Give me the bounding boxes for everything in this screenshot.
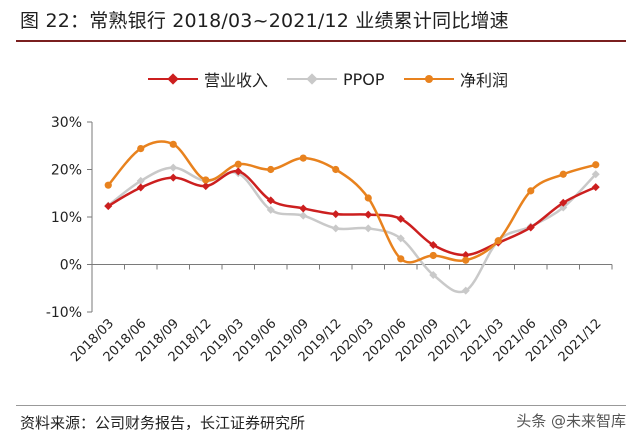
data-point-revenue	[461, 251, 470, 259]
data-point-ppop	[299, 211, 308, 220]
data-point-ppop	[266, 205, 275, 214]
legend-label-ppop: PPOP	[343, 69, 385, 89]
data-point-net-profit	[234, 160, 242, 168]
data-point-revenue	[169, 173, 178, 182]
data-point-net-profit	[397, 255, 405, 263]
series-line-ppop	[107, 166, 598, 294]
legend-item-net-profit: 净利润	[404, 64, 508, 94]
data-point-ppop	[136, 176, 145, 185]
data-point-revenue	[299, 204, 308, 213]
footer-rule	[16, 405, 626, 406]
data-point-net-profit	[299, 154, 307, 162]
legend-swatch-revenue	[148, 72, 198, 86]
data-point-net-profit	[559, 170, 567, 178]
data-point-net-profit	[462, 256, 470, 264]
data-point-revenue	[331, 210, 340, 219]
legend-swatch-net-profit	[404, 72, 454, 86]
y-tick-label: 0%	[60, 258, 82, 274]
data-point-revenue	[364, 210, 373, 219]
data-point-ppop	[396, 234, 405, 243]
data-point-net-profit	[137, 145, 145, 153]
figure-title: 图 22：常熟银行 2018/03~2021/12 业绩累计同比增速	[20, 10, 509, 32]
data-point-ppop	[429, 270, 438, 279]
chart-legend: 营业收入 PPOP 净利润	[0, 64, 640, 94]
data-point-revenue	[559, 198, 568, 207]
legend-label-revenue: 营业收入	[204, 71, 269, 90]
data-point-net-profit	[429, 251, 437, 260]
legend-item-revenue: 营业收入	[148, 64, 268, 94]
y-tick-label: 10%	[51, 210, 82, 226]
data-point-revenue	[429, 241, 438, 250]
legend-label-net-profit: 净利润	[460, 71, 509, 90]
y-tick-label: 30%	[51, 115, 82, 131]
y-tick-label: -10%	[46, 305, 82, 321]
data-point-net-profit	[364, 194, 372, 202]
data-point-revenue	[396, 214, 405, 223]
data-point-revenue	[526, 223, 535, 232]
data-point-revenue	[234, 167, 243, 176]
series-line-revenue	[107, 170, 598, 257]
data-point-revenue	[136, 183, 145, 192]
data-point-net-profit	[527, 187, 535, 195]
data-point-revenue	[591, 183, 600, 192]
data-point-ppop	[591, 170, 600, 179]
y-tick-label: 20%	[51, 163, 82, 179]
data-point-net-profit	[267, 165, 275, 174]
data-point-net-profit	[332, 165, 340, 174]
data-point-ppop	[461, 286, 470, 295]
source-note: 资料来源：公司财务报告，长江证券研究所	[20, 414, 306, 432]
data-point-net-profit	[104, 181, 112, 189]
data-point-revenue	[266, 196, 275, 205]
data-point-net-profit	[202, 176, 210, 184]
title-rule	[16, 40, 626, 42]
data-point-net-profit	[169, 140, 177, 148]
data-point-net-profit	[592, 161, 600, 169]
data-point-ppop	[169, 163, 178, 172]
data-point-revenue	[104, 202, 113, 211]
data-point-revenue	[201, 182, 210, 191]
series-line-net-profit	[107, 140, 598, 264]
legend-swatch-ppop	[287, 72, 337, 86]
watermark: 头条 @未来智库	[516, 412, 626, 430]
data-point-net-profit	[494, 237, 502, 245]
data-point-ppop	[364, 224, 373, 233]
data-point-ppop	[331, 224, 340, 233]
legend-item-ppop: PPOP	[287, 64, 385, 94]
